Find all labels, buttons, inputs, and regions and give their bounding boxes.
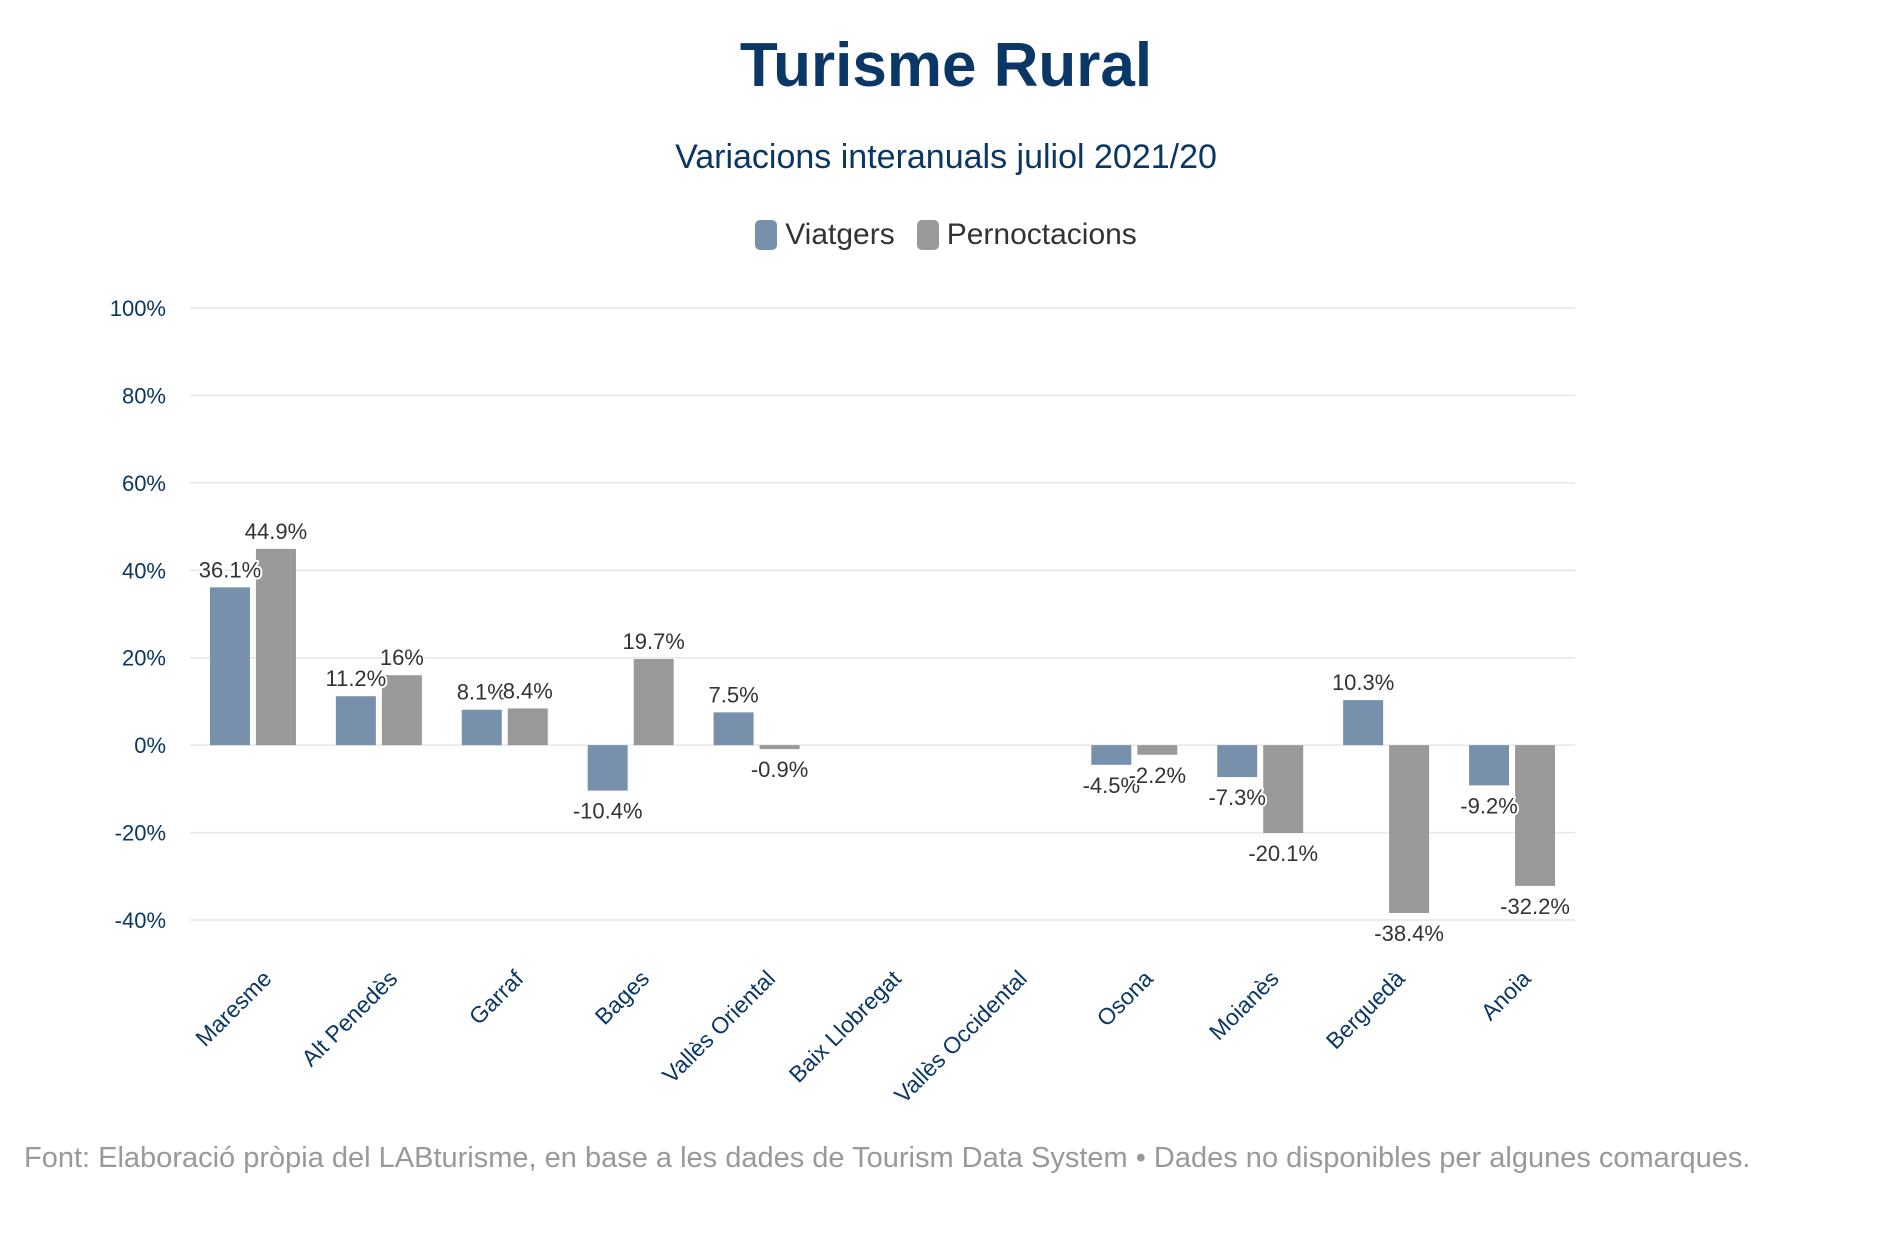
legend: Viatgers Pernoctacions [0, 218, 1892, 252]
data-label-pernoctacions-4: 19.7% [622, 629, 684, 654]
legend-item-pernoctacions[interactable]: Pernoctacions [916, 218, 1137, 252]
chart-subtitle: Variacions interanuals juliol 2021/20 [675, 138, 1217, 176]
y-tick-label: 20% [122, 646, 166, 671]
y-axis-ticks: -40% -20% 0% 20% 40% 60% 80% 100% [110, 296, 166, 933]
legend-label-pernoctacions: Pernoctacions [946, 218, 1137, 251]
bar-pernoctacions-3[interactable] [507, 708, 548, 746]
grid-lines [190, 307, 1575, 921]
legend-item-viatgers[interactable]: Viatgers [755, 218, 895, 252]
bar-viatgers-2[interactable] [335, 696, 376, 746]
category-label: Moianès [1204, 965, 1284, 1045]
data-label-pernoctacions-3: 8.4% [503, 678, 553, 703]
chart-title: Turisme Rural [739, 31, 1153, 100]
bar-pernoctacions-10[interactable] [1389, 745, 1430, 914]
category-label: Bages [590, 965, 655, 1030]
category-label: Osona [1092, 965, 1158, 1031]
data-label-viatgers-1: 36.1% [199, 557, 261, 582]
bar-pernoctacions-1[interactable] [255, 548, 296, 746]
data-label-viatgers-11: -9.2% [1460, 793, 1517, 818]
category-label: Anoia [1476, 965, 1536, 1025]
legend-swatch-viatgers [755, 220, 778, 250]
data-label-pernoctacions-10: -38.4% [1374, 921, 1444, 946]
bar-pernoctacions-2[interactable] [381, 675, 422, 746]
legend-label-viatgers: Viatgers [785, 218, 895, 251]
bar-viatgers-3[interactable] [461, 709, 502, 746]
data-label-viatgers-9: -7.3% [1208, 785, 1265, 810]
data-label-pernoctacions-5: -0.9% [751, 757, 808, 782]
bar-viatgers-1[interactable] [209, 587, 250, 746]
category-label: Vallès Occidental [889, 965, 1032, 1108]
bar-pernoctacions-9[interactable] [1263, 745, 1304, 834]
y-tick-label: 60% [122, 471, 166, 496]
data-label-viatgers-10: 10.3% [1332, 670, 1394, 695]
data-labels: 36.1% 44.9% 11.2%16% 8.1%8.4% -10.4% 19.7% 7.5… [197, 517, 1572, 948]
category-label: Vallès Oriental [657, 965, 780, 1088]
y-tick-label: 100% [110, 296, 166, 321]
y-tick-label: -20% [115, 821, 166, 846]
category-label: Alt Penedès [296, 965, 402, 1071]
data-label-pernoctacions-11: -32.2% [1500, 894, 1570, 919]
category-label: Maresme [190, 965, 276, 1051]
bar-pernoctacions-8[interactable] [1137, 745, 1178, 755]
data-label-viatgers-4: -10.4% [573, 799, 643, 824]
bar-viatgers-4[interactable] [587, 745, 628, 791]
data-label-pernoctacions-9: -20.1% [1248, 841, 1318, 866]
bar-pernoctacions-5[interactable] [759, 745, 800, 750]
y-tick-label: 0% [134, 733, 166, 758]
category-label: Berguedà [1321, 965, 1410, 1054]
bars [209, 548, 1556, 914]
data-label-viatgers-8: -4.5% [1083, 773, 1140, 798]
category-label: Garraf [464, 965, 529, 1030]
category-label: Baix Llobregat [784, 965, 907, 1088]
data-label-viatgers-3: 8.1% [457, 680, 507, 705]
bar-viatgers-8[interactable] [1091, 745, 1132, 765]
data-label-pernoctacions-2: 16% [380, 645, 424, 670]
data-label-pernoctacions-8: -2.2% [1129, 763, 1186, 788]
bar-viatgers-11[interactable] [1469, 745, 1510, 786]
legend-swatch-pernoctacions [916, 220, 939, 250]
bar-pernoctacions-4[interactable] [633, 659, 674, 746]
data-label-viatgers-5: 7.5% [709, 682, 759, 707]
y-tick-label: -40% [115, 908, 166, 933]
data-label-viatgers-2: 11.2% [325, 666, 386, 691]
bar-viatgers-10[interactable] [1343, 700, 1384, 746]
y-tick-label: 40% [122, 558, 166, 583]
bar-viatgers-9[interactable] [1217, 745, 1258, 778]
data-label-pernoctacions-1: 44.9% [245, 519, 307, 544]
x-axis-categories: Maresme Alt Penedès Garraf Bages Vallès Orie… [190, 965, 1535, 1108]
footnote: Font: Elaboració pròpia del LABturisme, … [24, 1142, 1751, 1174]
bar-viatgers-5[interactable] [713, 712, 754, 746]
bar-pernoctacions-11[interactable] [1515, 745, 1556, 886]
y-tick-label: 80% [122, 383, 166, 408]
